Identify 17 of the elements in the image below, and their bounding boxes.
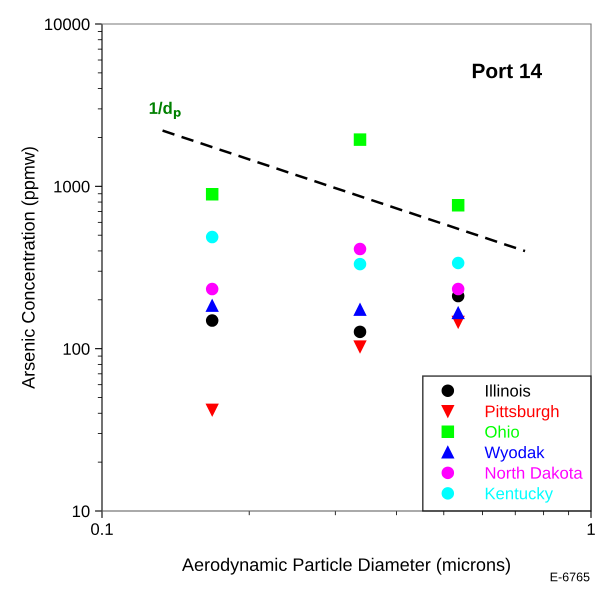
- legend-label: Kentucky: [486, 487, 554, 503]
- annotation: 1/d$_{p}$: [150, 102, 181, 119]
- x-tick-label: 1: [588, 523, 595, 535]
- legend-label: Ohio: [485, 426, 519, 438]
- legend-label: Pittsburgh: [486, 404, 558, 421]
- legend-label: North Dakota: [486, 466, 583, 479]
- y-tick-label: 10: [72, 505, 90, 518]
- legend-label: Wyodak: [484, 446, 545, 462]
- x-tick-label: 0.1: [91, 523, 113, 536]
- y-tick-label: 100: [64, 343, 90, 355]
- x-axis-title: Aerodynamic Particle Diameter (microns): [182, 558, 510, 575]
- legend-label: Illinois: [486, 384, 530, 397]
- annotation: Port 14: [472, 64, 542, 78]
- text: E-6765: [550, 572, 590, 582]
- y-tick-label: 10000: [45, 18, 90, 30]
- y-tick-label: 1000: [54, 180, 90, 193]
- y-axis-title: Arsenic Concentration (ppmw): [21, 147, 38, 389]
